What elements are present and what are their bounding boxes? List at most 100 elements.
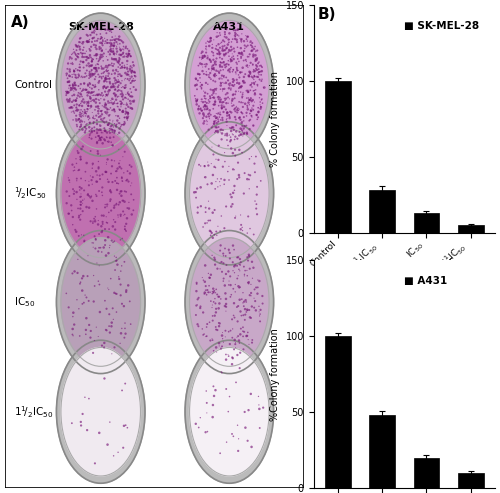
Point <box>240 346 248 353</box>
Point <box>119 95 127 103</box>
Point <box>120 118 128 126</box>
Point <box>116 40 124 48</box>
Point <box>122 330 130 338</box>
Point <box>210 120 218 128</box>
Point <box>72 86 80 94</box>
Point <box>84 112 92 120</box>
Point <box>245 306 253 314</box>
Point <box>120 108 128 116</box>
Point <box>205 73 213 81</box>
Point <box>250 71 258 79</box>
Point <box>232 68 239 76</box>
Point <box>85 181 93 189</box>
Point <box>122 105 130 112</box>
Point <box>88 58 96 66</box>
Point <box>233 38 241 46</box>
Point <box>108 118 116 126</box>
Point <box>110 49 118 57</box>
Point <box>230 314 238 321</box>
Point <box>218 75 226 83</box>
Point <box>227 64 235 71</box>
Point <box>92 66 100 73</box>
Point <box>118 197 126 205</box>
Point <box>236 116 244 124</box>
Point <box>76 186 84 194</box>
Point <box>88 38 96 46</box>
Point <box>66 53 74 61</box>
Point <box>98 183 106 191</box>
Point <box>210 118 218 126</box>
Point <box>244 306 252 314</box>
Point <box>216 67 224 74</box>
Point <box>206 94 214 102</box>
Point <box>236 339 244 347</box>
Point <box>210 51 218 59</box>
Point <box>240 79 248 87</box>
Point <box>86 88 94 96</box>
Point <box>76 38 84 46</box>
Point <box>103 91 111 99</box>
Point <box>90 298 98 306</box>
Point <box>214 50 222 58</box>
Point <box>121 380 129 387</box>
Point <box>102 251 110 259</box>
Point <box>207 58 215 66</box>
Point <box>242 87 250 95</box>
Point <box>226 111 234 119</box>
Point <box>214 46 222 54</box>
Point <box>217 79 225 87</box>
Point <box>202 42 210 50</box>
Point <box>234 275 241 282</box>
Point <box>212 58 220 66</box>
Point <box>130 72 138 80</box>
Point <box>112 35 120 43</box>
Point <box>102 326 110 334</box>
Point <box>211 295 219 303</box>
Point <box>204 288 212 296</box>
Point <box>196 78 204 86</box>
Point <box>76 90 84 98</box>
Point <box>96 244 104 251</box>
Point <box>123 109 131 117</box>
Point <box>84 88 92 96</box>
Point <box>196 53 203 61</box>
Point <box>250 122 258 130</box>
Point <box>194 76 202 84</box>
Point <box>95 77 103 85</box>
Text: ***: *** <box>419 266 434 276</box>
Point <box>256 317 264 325</box>
Point <box>237 131 245 139</box>
Point <box>76 45 84 53</box>
Point <box>112 93 120 101</box>
Point <box>76 153 84 161</box>
Point <box>190 188 198 196</box>
Point <box>90 28 98 36</box>
Point <box>82 326 90 334</box>
Point <box>102 104 110 111</box>
Point <box>121 94 129 102</box>
Point <box>208 48 216 56</box>
Point <box>246 38 254 46</box>
Point <box>100 211 108 219</box>
Point <box>128 97 136 105</box>
Point <box>68 108 76 116</box>
Point <box>230 106 238 113</box>
Point <box>126 100 134 107</box>
Point <box>235 337 243 345</box>
Point <box>252 283 260 291</box>
Text: ■ A431: ■ A431 <box>404 276 448 286</box>
Point <box>218 99 226 106</box>
Point <box>257 103 265 111</box>
Point <box>114 103 122 111</box>
Point <box>70 48 78 56</box>
Point <box>122 81 130 89</box>
Point <box>212 109 220 117</box>
Point <box>201 98 209 106</box>
Point <box>120 61 128 69</box>
Point <box>98 227 106 235</box>
Point <box>124 89 132 97</box>
Point <box>206 37 214 45</box>
Point <box>207 75 215 83</box>
Point <box>192 81 200 89</box>
Point <box>74 41 82 49</box>
